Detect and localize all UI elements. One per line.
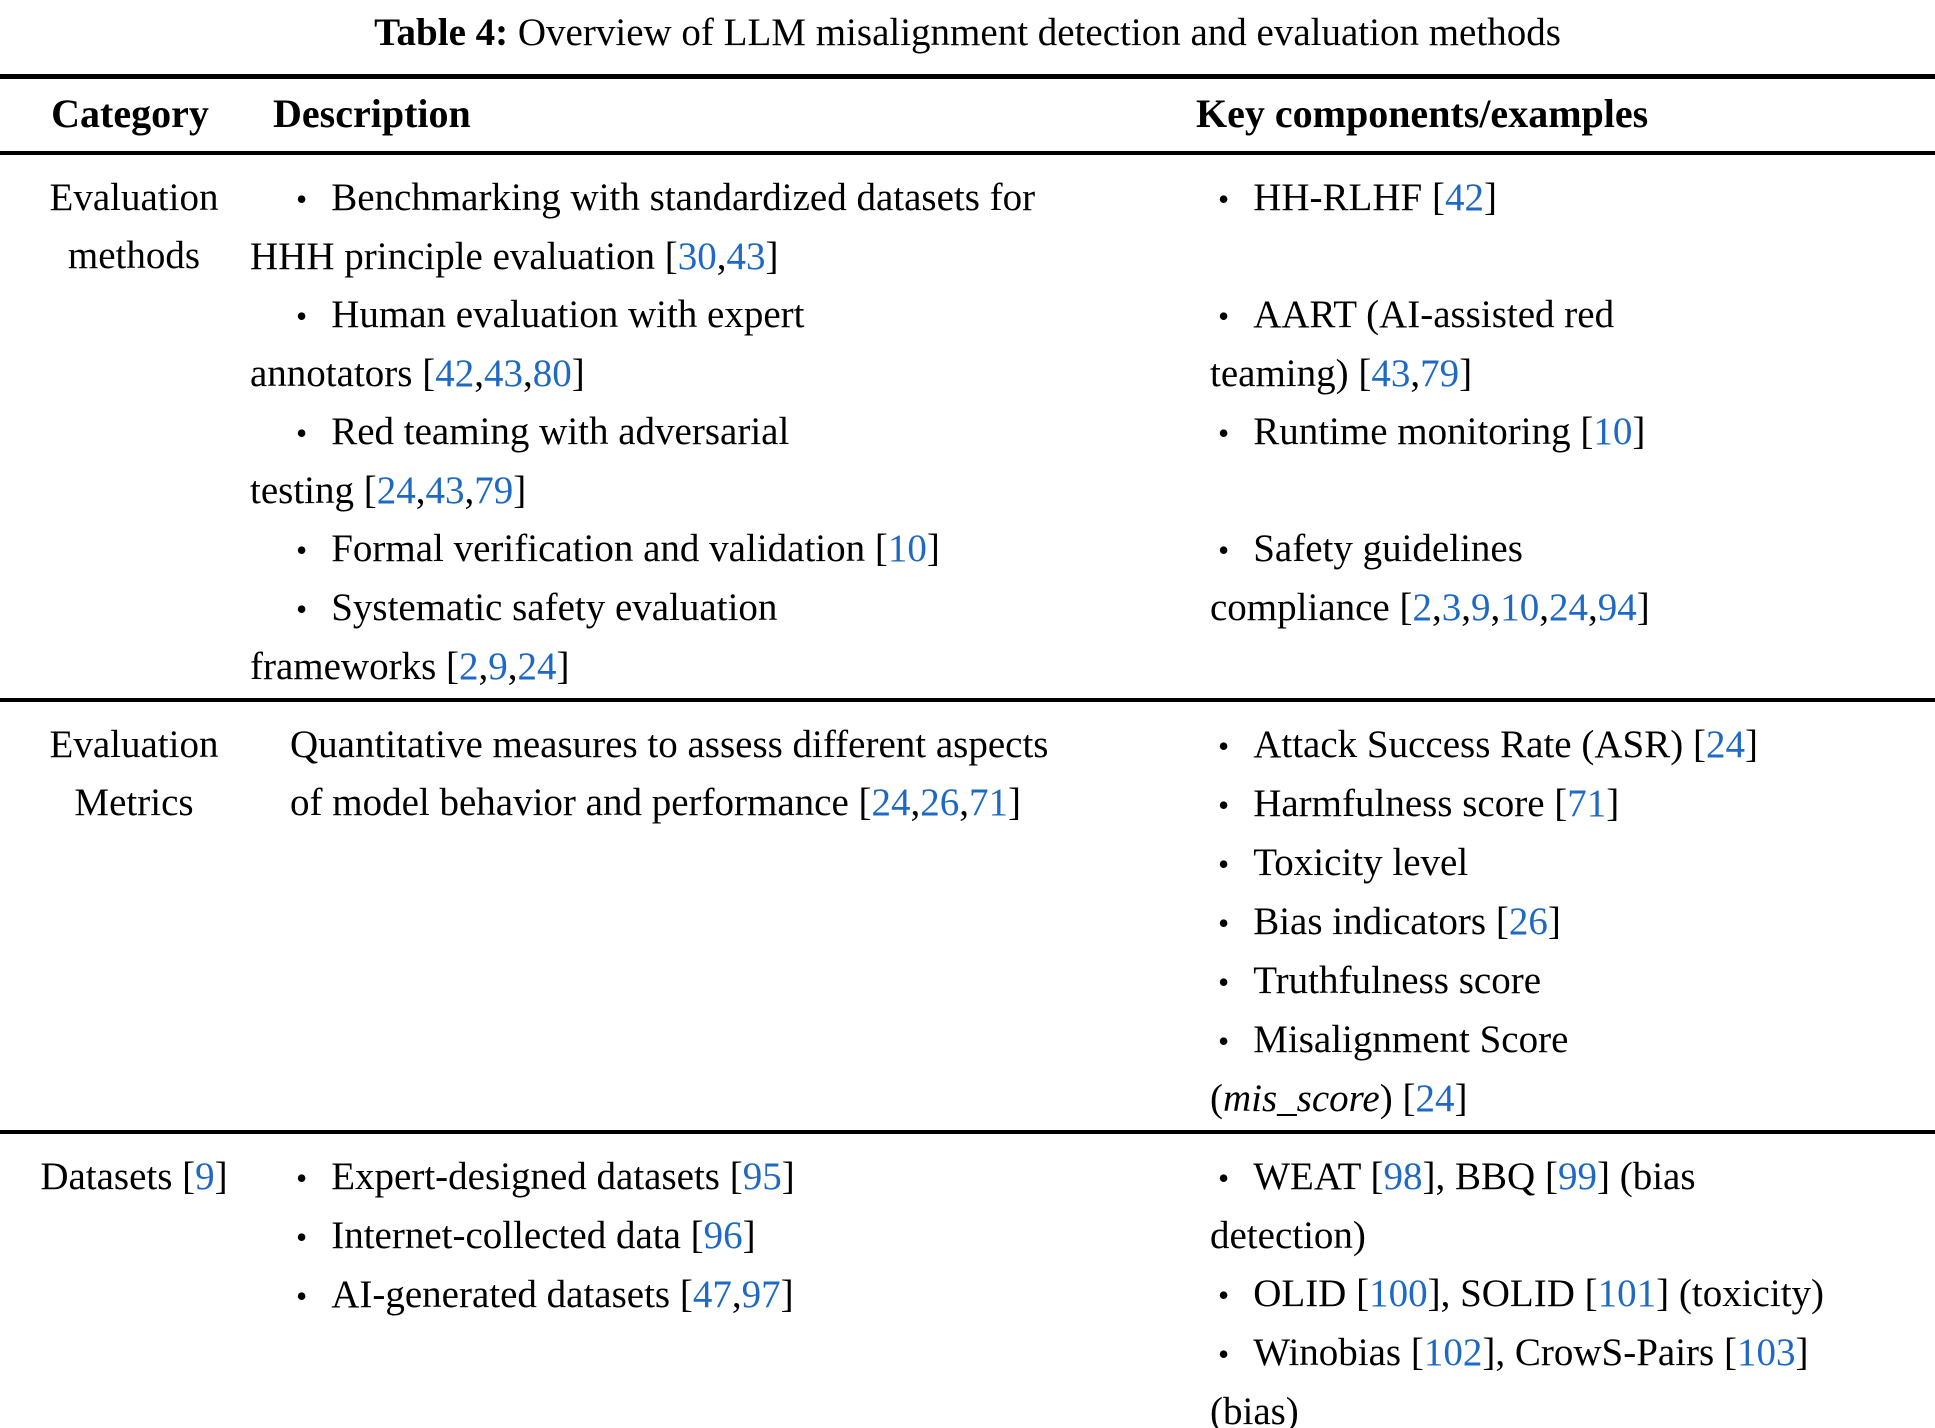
table-row-datasets: Datasets [9] Expert-designed datasets [9… [0,1130,1935,1428]
citation-ref[interactable]: 47 [692,1273,732,1316]
description-item: Benchmarking with standardized datasets … [250,169,1174,286]
citation-ref[interactable]: 99 [1557,1155,1597,1198]
key-components-cell: Attack Success Rate (ASR) [24] Harmfulne… [1180,716,1935,1128]
citation-ref[interactable]: 71 [1567,782,1607,825]
citation-ref[interactable]: 10 [1500,586,1540,629]
key-item: OLID [100], SOLID [101] (toxicity) [1210,1265,1927,1324]
column-header-key-components: Key components/examples [1196,91,1649,136]
citation-ref[interactable]: 42 [1444,176,1484,219]
citation-ref[interactable]: 26 [920,781,960,824]
citation-ref[interactable]: 80 [532,352,572,395]
citation-ref[interactable]: 2 [459,645,479,688]
citation-ref[interactable]: 42 [435,352,475,395]
column-header-category: Category [51,91,209,136]
description-item: Expert-designed datasets [95] [250,1148,1174,1207]
key-item: Attack Success Rate (ASR) [24] [1210,716,1927,775]
citation-ref[interactable]: 24 [871,781,911,824]
citation-ref[interactable]: 3 [1441,586,1462,629]
description-item: AI-generated datasets [47,97] [250,1266,1174,1325]
table-caption-text: Overview of LLM misalignment detection a… [517,11,1561,54]
citation-ref[interactable]: 10 [887,527,927,570]
citation-ref[interactable]: 24 [376,469,416,512]
category-cell: Datasets [9] [40,1155,228,1198]
key-item: Truthfulness score [1210,952,1927,1011]
key-item: HH-RLHF [42] [1210,169,1927,228]
citation-ref[interactable]: 24 [1705,723,1745,766]
description-cell: Quantitative measures to assess differen… [250,716,1180,1128]
citation-ref[interactable]: 102 [1423,1331,1483,1374]
citation-ref[interactable]: 9 [195,1155,215,1198]
citation-ref[interactable]: 10 [1593,410,1633,453]
citation-ref[interactable]: 94 [1597,586,1637,629]
category-cell: Evaluation methods [49,176,219,277]
description-cell: Benchmarking with standardized datasets … [250,169,1180,696]
description-item: Internet-collected data [96] [250,1207,1174,1266]
citation-ref[interactable]: 24 [517,645,557,688]
citation-ref[interactable]: 43 [425,469,465,512]
citation-ref[interactable]: 103 [1736,1331,1796,1374]
description-cell: Expert-designed datasets [95] Internet-c… [250,1148,1180,1428]
citation-ref[interactable]: 71 [969,781,1008,824]
table-header-row: Category Description Key components/exam… [0,79,1935,155]
citation-ref[interactable]: 30 [677,235,717,278]
citation-ref[interactable]: 96 [703,1214,743,1257]
description-paragraph: Quantitative measures to assess differen… [290,723,1049,824]
citation-ref[interactable]: 9 [488,645,508,688]
key-item: Runtime monitoring [10] [1210,403,1927,462]
citation-ref[interactable]: 24 [1548,586,1588,629]
key-components-cell: HH-RLHF [42] AART (AI-assisted redteamin… [1180,169,1935,696]
key-item: Toxicity level [1210,834,1927,893]
methods-table: Category Description Key components/exam… [0,74,1935,1428]
citation-ref[interactable]: 9 [1470,586,1491,629]
key-item: Harmfulness score [71] [1210,775,1927,834]
citation-ref[interactable]: 95 [742,1155,782,1198]
citation-ref[interactable]: 2 [1412,586,1432,629]
citation-ref[interactable]: 97 [741,1273,781,1316]
key-item: Winobias [102], CrowS-Pairs [103](bias) [1210,1324,1927,1428]
table-row-evaluation-metrics: Evaluation Metrics Quantitative measures … [0,698,1935,1130]
key-item: Misalignment Score(mis_score) [24] [1210,1011,1927,1128]
citation-ref[interactable]: 24 [1415,1077,1455,1120]
citation-ref[interactable]: 26 [1508,900,1548,943]
citation-ref[interactable]: 43 [1371,352,1411,395]
citation-ref[interactable]: 98 [1383,1155,1423,1198]
citation-ref[interactable]: 79 [1420,352,1460,395]
table-caption: Table 4: Overview of LLM misalignment det… [0,4,1935,62]
citation-ref[interactable]: 101 [1597,1272,1657,1315]
key-item: Bias indicators [26] [1210,893,1927,952]
citation-ref[interactable]: 79 [474,469,514,512]
citation-ref[interactable]: 43 [483,352,523,395]
description-item: Formal verification and validation [10] [250,520,1174,579]
table-caption-label: Table 4: [374,11,509,54]
citation-ref[interactable]: 100 [1369,1272,1428,1315]
column-header-description: Description [273,91,471,136]
citation-ref[interactable]: 43 [726,235,766,278]
category-cell: Evaluation Metrics [49,723,219,824]
